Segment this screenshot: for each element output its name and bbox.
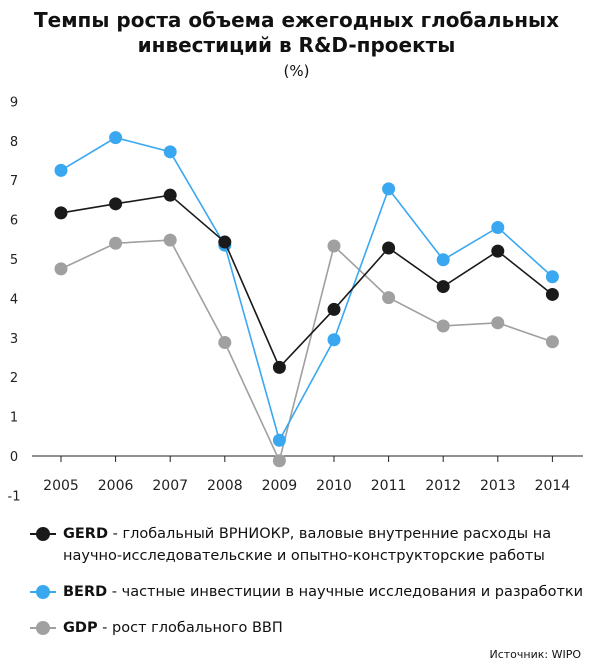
data-point-berd [272, 433, 286, 447]
data-point-berd [491, 220, 505, 234]
data-point-gerd [109, 197, 123, 211]
y-tick-label: -1 [8, 489, 21, 504]
data-point-gdp [491, 316, 505, 330]
data-point-gdp [272, 454, 286, 468]
y-tick-label: 6 [10, 214, 18, 229]
y-tick-label: 9 [10, 95, 18, 110]
legend: GERD - глобальный ВРНИОКР, валовые внутр… [30, 523, 590, 653]
x-tick-label: 2007 [152, 478, 188, 494]
chart-title: Темпы роста объема ежегодных глобальных … [0, 8, 593, 58]
y-tick-label: 2 [10, 371, 18, 386]
x-tick-label: 2014 [535, 478, 571, 494]
chart-title-line-1: Темпы роста объема ежегодных глобальных [33, 8, 560, 32]
series-line-gerd [60, 194, 553, 369]
y-tick-label: 7 [10, 174, 18, 189]
y-tick-label: 3 [10, 332, 18, 347]
data-point-gdp [163, 233, 177, 247]
data-point-gdp [54, 262, 68, 276]
data-point-berd [327, 333, 341, 347]
data-point-gerd [54, 206, 68, 220]
data-point-gerd [545, 287, 559, 301]
data-point-gerd [163, 188, 177, 202]
data-point-berd [163, 145, 177, 159]
data-point-berd [436, 253, 450, 267]
data-point-gdp [109, 236, 123, 250]
line-chart: 9 8 7 6 5 4 3 2 1 0 -1 2005 2006 2007 2008 2009 2010 2011… [8, 95, 583, 504]
series-line-gdp [60, 239, 553, 464]
data-point-gdp [436, 319, 450, 333]
x-tick-label: 2013 [480, 478, 516, 494]
chart-unit: (%) [283, 62, 310, 80]
legend-desc-gdp: - рост глобального ВВП [97, 620, 283, 636]
data-point-gdp [218, 336, 232, 350]
legend-desc-berd: - частные инвестиции в научные исследова… [107, 584, 584, 600]
legend-item-gerd: GERD - глобальный ВРНИОКР, валовые внутр… [30, 523, 590, 567]
x-tick-label: 2011 [371, 478, 407, 494]
x-tick-label: 2010 [316, 478, 352, 494]
x-tick-label: 2006 [98, 478, 134, 494]
legend-key-gerd: GERD [63, 526, 109, 542]
data-point-berd [382, 182, 396, 196]
legend-marker-gerd-icon [30, 527, 56, 541]
y-tick-label: 5 [10, 253, 18, 268]
chart-title-line-2: инвестиций в R&D-проекты [137, 33, 456, 57]
x-tick-label: 2008 [207, 478, 243, 494]
x-tick-label: 2009 [262, 478, 298, 494]
x-tick-label: 2005 [43, 478, 79, 494]
x-tick-label: 2012 [425, 478, 461, 494]
data-point-gdp [545, 335, 559, 349]
legend-key-gdp: GDP [63, 620, 98, 636]
y-tick-label: 4 [10, 292, 18, 307]
legend-desc-gerd: - глобальный ВРНИОКР, валовые внутренние… [63, 526, 552, 564]
legend-marker-berd-icon [30, 585, 56, 599]
legend-item-gdp: GDP - рост глобального ВВП [30, 617, 590, 639]
series-line-berd [60, 136, 553, 443]
data-point-berd [54, 163, 68, 177]
data-point-gdp [382, 291, 396, 305]
legend-key-berd: BERD [63, 584, 108, 600]
data-point-berd [109, 131, 123, 145]
data-point-gerd [272, 360, 286, 374]
y-tick-label: 8 [10, 135, 18, 150]
legend-item-berd: BERD - частные инвестиции в научные иссл… [30, 581, 590, 603]
data-point-gerd [327, 302, 341, 316]
data-point-gerd [436, 280, 450, 294]
data-point-gerd [491, 244, 505, 258]
data-point-gerd [382, 241, 396, 255]
data-point-gerd [218, 235, 232, 249]
data-point-gdp [327, 239, 341, 253]
source-note: Источник: WIPO [489, 648, 581, 661]
y-tick-label: 0 [10, 450, 18, 465]
legend-marker-gdp-icon [30, 621, 56, 635]
y-tick-label: 1 [10, 411, 18, 426]
data-point-berd [545, 270, 559, 284]
